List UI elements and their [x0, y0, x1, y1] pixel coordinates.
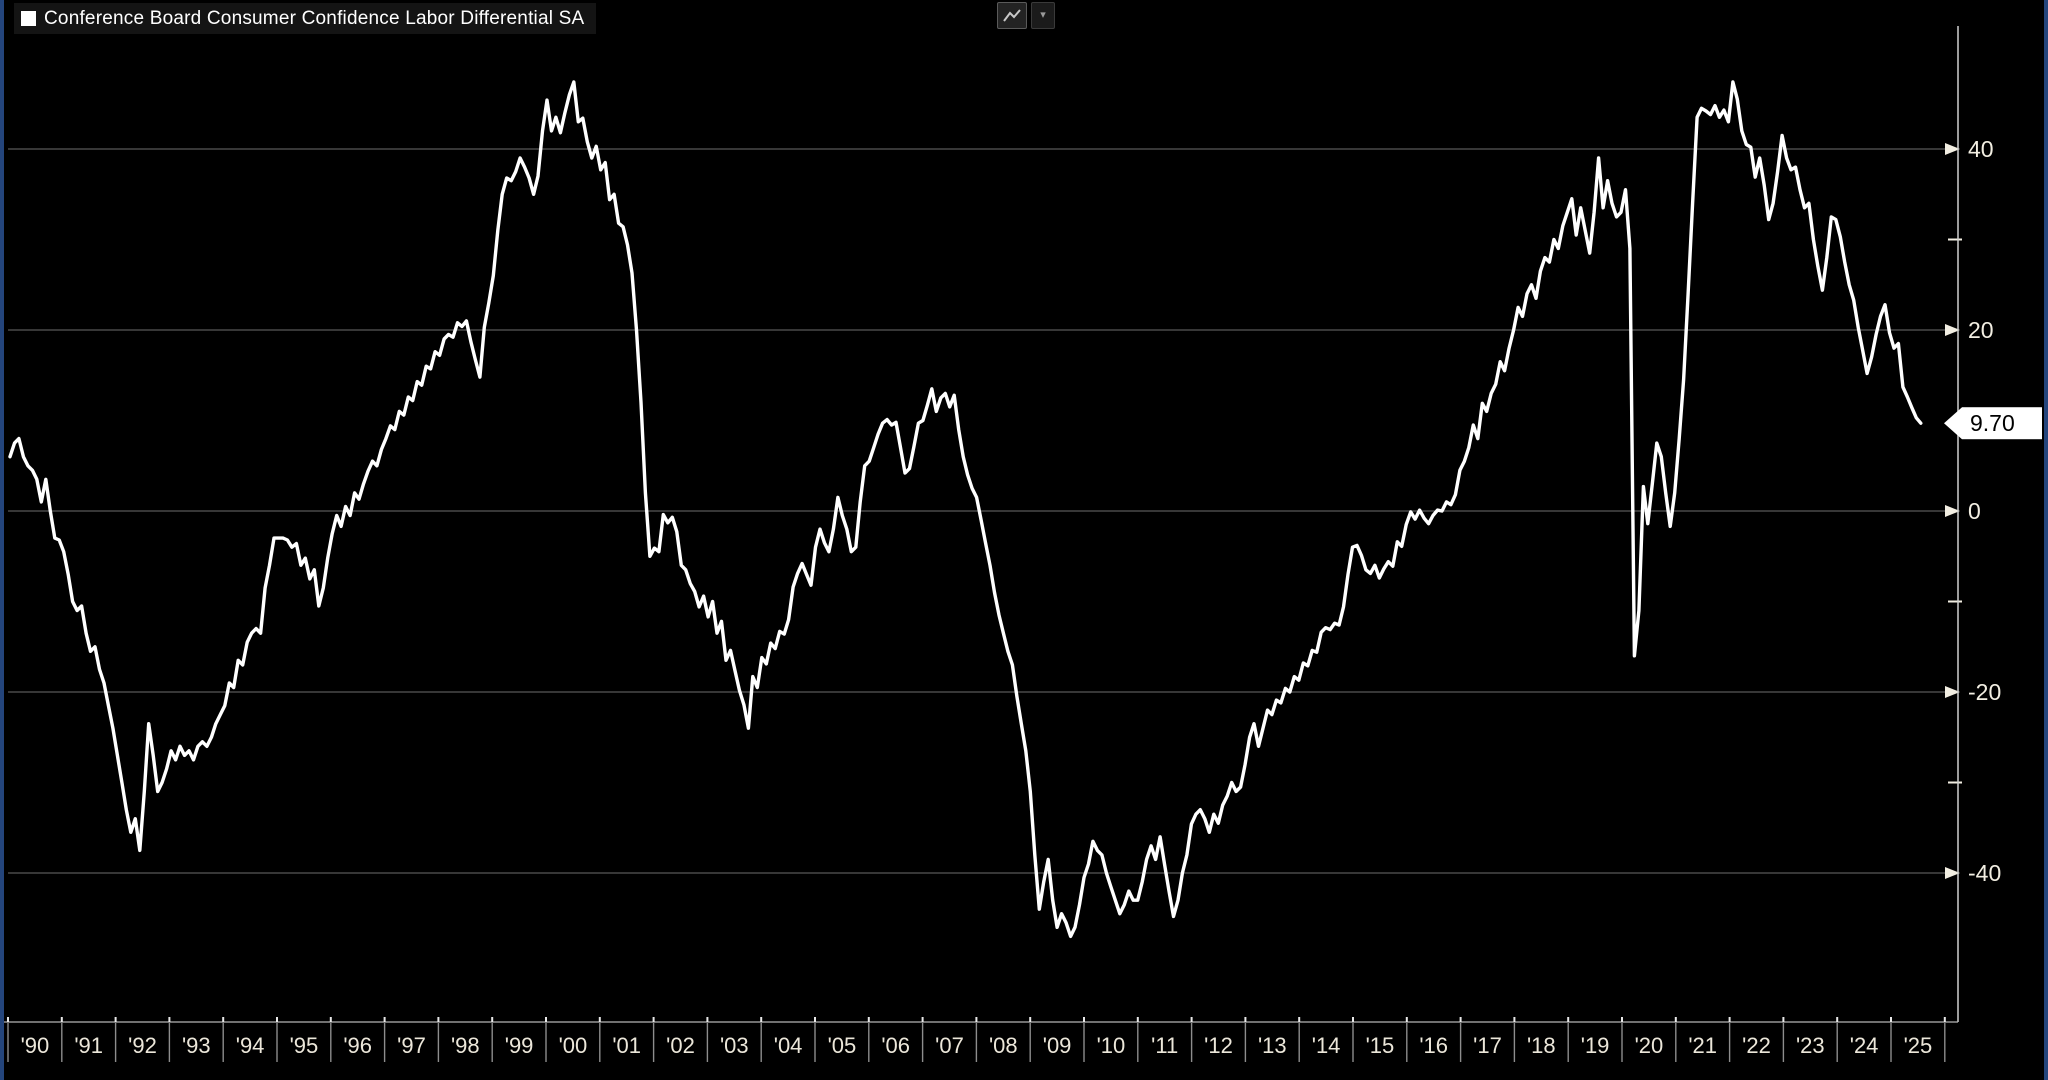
y-axis-label: 20: [1968, 317, 1994, 343]
y-axis-label: -40: [1968, 860, 2001, 886]
x-axis-label: '96: [343, 1033, 372, 1058]
y-axis-label: -20: [1968, 679, 2001, 705]
last-value-label: 9.70: [1970, 410, 2015, 436]
x-axis-label: '20: [1635, 1033, 1664, 1058]
y-tick-arrow: [1945, 143, 1960, 155]
x-axis-label: '04: [774, 1033, 803, 1058]
last-value-arrow: [1944, 407, 1962, 440]
chart-toolbar: ▾: [997, 2, 1055, 29]
x-axis-label: '03: [720, 1033, 749, 1058]
x-axis-label: '98: [451, 1033, 480, 1058]
x-axis-label: '13: [1258, 1033, 1287, 1058]
x-axis-label: '01: [612, 1033, 641, 1058]
y-tick-arrow: [1945, 324, 1960, 336]
x-axis-label: '16: [1419, 1033, 1448, 1058]
x-axis-label: '07: [935, 1033, 964, 1058]
x-axis-label: '95: [290, 1033, 319, 1058]
data-line: [8, 80, 1923, 939]
x-axis-label: '08: [989, 1033, 1018, 1058]
x-axis-label: '00: [559, 1033, 588, 1058]
x-axis-label: '99: [505, 1033, 534, 1058]
y-axis-label: 40: [1968, 136, 1994, 162]
chart-type-button[interactable]: [997, 2, 1027, 29]
line-chart-icon: [1003, 8, 1021, 22]
x-axis-label: '05: [828, 1033, 857, 1058]
x-axis-label: '12: [1204, 1033, 1233, 1058]
x-axis-label: '23: [1796, 1033, 1825, 1058]
x-axis-label: '91: [74, 1033, 103, 1058]
x-axis-label: '19: [1581, 1033, 1610, 1058]
panel-border-left: [0, 0, 4, 1080]
x-axis-label: '97: [397, 1033, 426, 1058]
x-axis-label: '02: [666, 1033, 695, 1058]
x-axis-label: '17: [1473, 1033, 1502, 1058]
last-value-badge: [1962, 407, 2042, 440]
x-axis-label: '10: [1097, 1033, 1126, 1058]
x-axis-label: '21: [1688, 1033, 1717, 1058]
y-tick-arrow: [1945, 686, 1960, 698]
chart-title: Conference Board Consumer Confidence Lab…: [44, 7, 585, 29]
x-axis-label: '90: [21, 1033, 50, 1058]
x-axis-label: '93: [182, 1033, 211, 1058]
y-axis-label: 0: [1968, 498, 1981, 524]
x-axis-label: '11: [1151, 1033, 1178, 1058]
panel-border-right: [2044, 0, 2048, 1080]
x-axis-label: '15: [1366, 1033, 1395, 1058]
caret-down-icon: ▾: [1040, 9, 1046, 21]
x-axis-label: '18: [1527, 1033, 1556, 1058]
legend-swatch: [21, 11, 36, 26]
x-axis-label: '92: [128, 1033, 157, 1058]
x-axis-label: '09: [1043, 1033, 1072, 1058]
y-tick-arrow: [1945, 505, 1960, 517]
chart-legend-bar: Conference Board Consumer Confidence Lab…: [14, 3, 597, 34]
chart-type-dropdown-button[interactable]: ▾: [1031, 2, 1055, 29]
x-axis-label: '06: [881, 1033, 910, 1058]
x-axis-label: '24: [1850, 1033, 1879, 1058]
x-axis-label: '14: [1312, 1033, 1341, 1058]
x-axis-label: '94: [236, 1033, 265, 1058]
y-tick-arrow: [1945, 867, 1960, 879]
x-axis-label: '22: [1742, 1033, 1771, 1058]
x-axis-label: '25: [1904, 1033, 1933, 1058]
